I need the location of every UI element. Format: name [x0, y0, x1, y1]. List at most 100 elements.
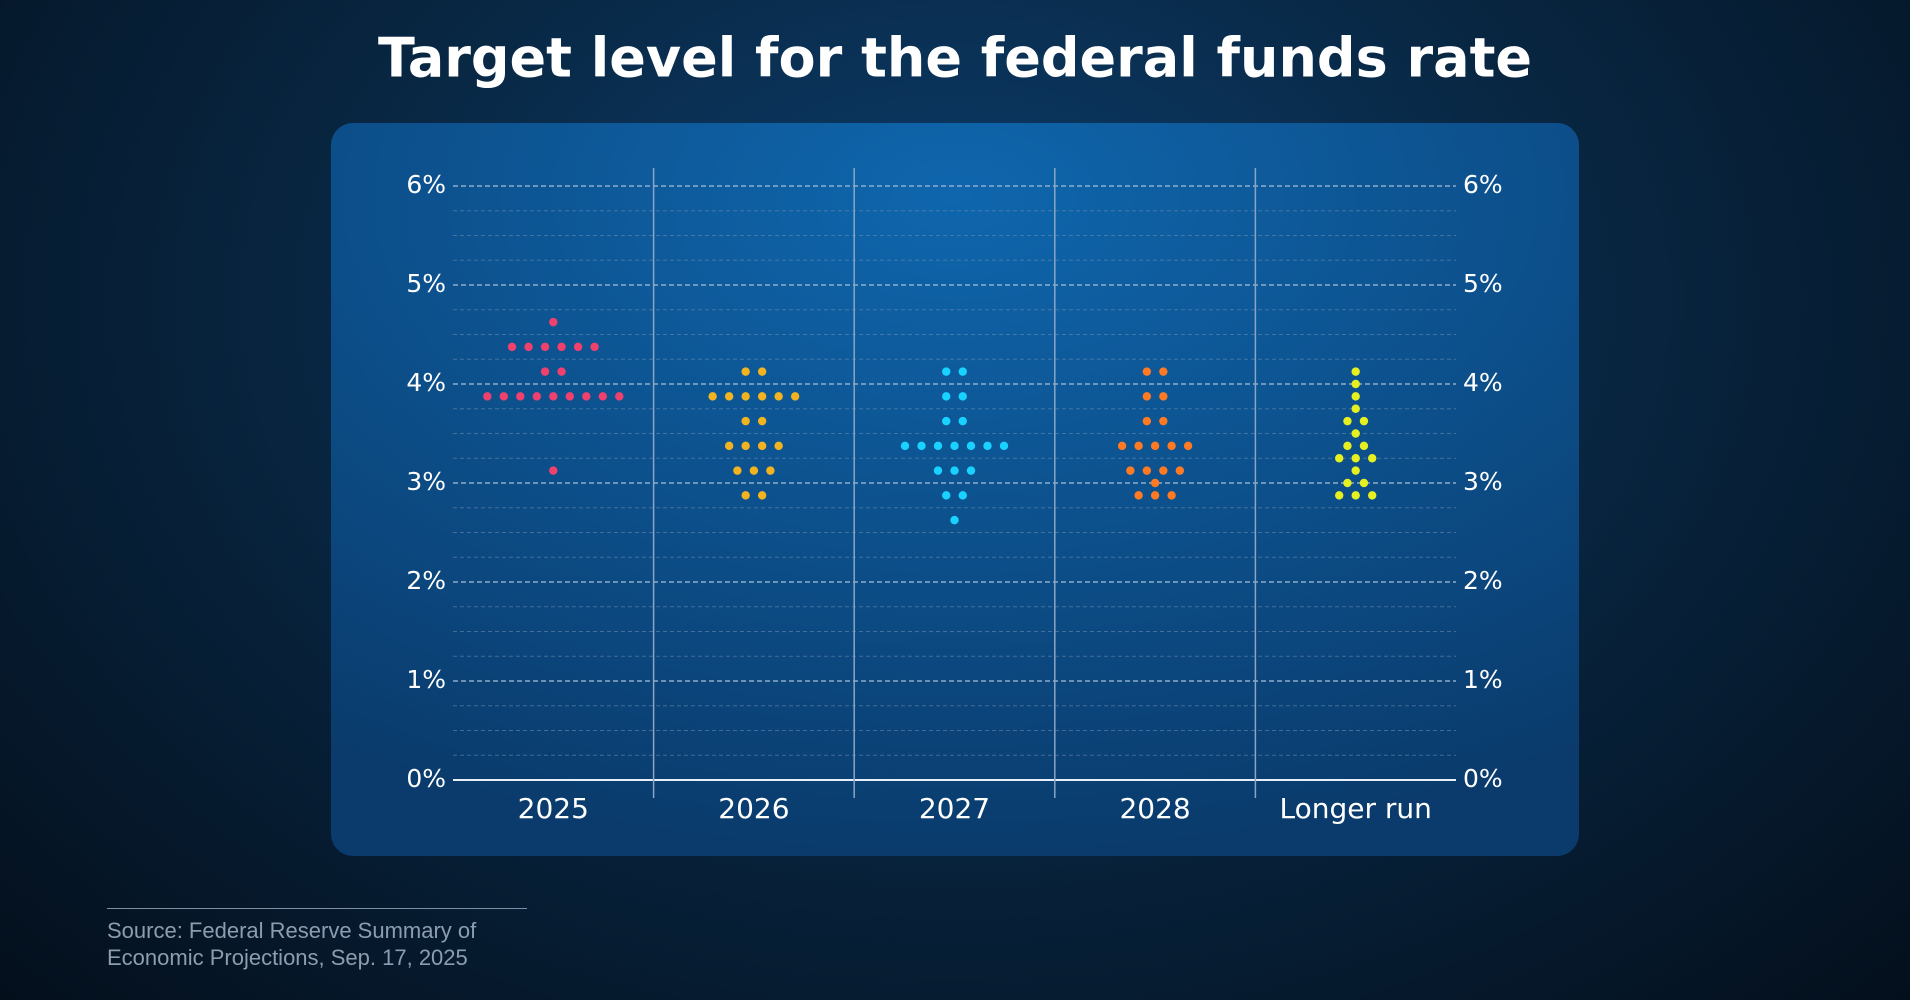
y-tick-label-right: 4% — [1463, 368, 1503, 397]
y-tick-label-right: 5% — [1463, 269, 1503, 298]
dot — [774, 441, 783, 451]
dot — [1150, 478, 1160, 488]
dot — [983, 441, 992, 451]
dot — [565, 392, 574, 401]
dot — [757, 416, 767, 426]
dot — [917, 441, 926, 451]
dot — [1359, 441, 1369, 451]
dot — [900, 441, 910, 451]
dot — [757, 441, 767, 451]
dot — [1150, 441, 1160, 451]
dot — [774, 392, 783, 401]
dot — [1351, 491, 1360, 500]
dot — [958, 392, 967, 401]
dot — [950, 441, 959, 451]
y-tick-label: 4% — [406, 368, 446, 397]
dot — [483, 392, 492, 401]
dot — [724, 392, 734, 401]
dot — [1150, 491, 1160, 500]
dot — [942, 491, 951, 500]
dot — [499, 392, 508, 401]
dot — [1359, 478, 1369, 488]
dot — [1159, 367, 1168, 376]
dot — [590, 342, 599, 352]
dot — [757, 367, 767, 376]
dot — [557, 342, 566, 352]
chart-title: Target level for the federal funds rate — [378, 27, 1532, 90]
dot — [749, 466, 759, 475]
dot — [1126, 466, 1135, 475]
dot — [1335, 491, 1344, 500]
dot — [1167, 441, 1176, 451]
dot — [757, 392, 767, 401]
y-tick-label: 1% — [406, 665, 446, 694]
dot — [942, 367, 951, 376]
x-tick-label: 2028 — [1119, 792, 1190, 825]
dot — [540, 342, 550, 352]
dot — [733, 466, 742, 475]
y-tick-label-right: 3% — [1463, 467, 1503, 496]
dot — [724, 441, 734, 451]
dot — [1167, 491, 1176, 500]
dot — [557, 367, 566, 376]
y-tick-label: 0% — [406, 764, 446, 793]
dot — [1351, 454, 1360, 463]
dot — [1368, 491, 1377, 500]
dot — [999, 441, 1009, 451]
dot — [741, 416, 750, 426]
panel — [331, 123, 1579, 856]
dot — [741, 367, 750, 376]
dot — [950, 515, 959, 525]
dot — [1359, 416, 1369, 426]
dot — [966, 441, 976, 451]
dot — [1351, 379, 1360, 389]
dot — [708, 392, 717, 401]
dot — [524, 342, 533, 352]
dot — [1343, 416, 1352, 426]
dot — [757, 491, 767, 500]
dot — [540, 367, 550, 376]
y-tick-label-right: 0% — [1463, 764, 1503, 793]
dot — [741, 441, 750, 451]
dot — [573, 342, 583, 352]
dot — [516, 392, 525, 401]
dot — [942, 392, 951, 401]
dot — [1335, 454, 1344, 463]
dot — [507, 342, 517, 352]
dot — [1351, 466, 1360, 475]
dot — [1351, 404, 1360, 413]
dot — [1351, 392, 1360, 401]
x-tick-label: 2026 — [718, 792, 789, 825]
dot — [1159, 416, 1168, 426]
dot — [958, 491, 967, 500]
dot — [615, 392, 624, 401]
dot — [933, 466, 943, 475]
dot — [950, 466, 959, 475]
dot — [549, 392, 558, 401]
dot — [549, 466, 558, 475]
dot — [942, 416, 951, 426]
y-tick-label: 6% — [406, 170, 446, 199]
dot — [1343, 441, 1352, 451]
dot — [1142, 416, 1152, 426]
dot — [766, 466, 775, 475]
y-tick-label: 5% — [406, 269, 446, 298]
dot — [1134, 441, 1143, 451]
dot — [1134, 491, 1143, 500]
dot — [1183, 441, 1193, 451]
dot — [958, 367, 967, 376]
dot — [1159, 466, 1168, 475]
dot — [1368, 454, 1377, 463]
y-tick-label-right: 1% — [1463, 665, 1503, 694]
dot — [1142, 466, 1152, 475]
x-tick-label: 2025 — [518, 792, 589, 825]
dot — [1142, 367, 1152, 376]
dot — [1175, 466, 1185, 475]
dot — [1343, 478, 1352, 488]
source-note: Source: Federal Reserve Summary of Econo… — [107, 908, 527, 971]
y-tick-label: 3% — [406, 467, 446, 496]
dot — [933, 441, 943, 451]
dot — [790, 392, 800, 401]
x-tick-label: 2027 — [919, 792, 990, 825]
